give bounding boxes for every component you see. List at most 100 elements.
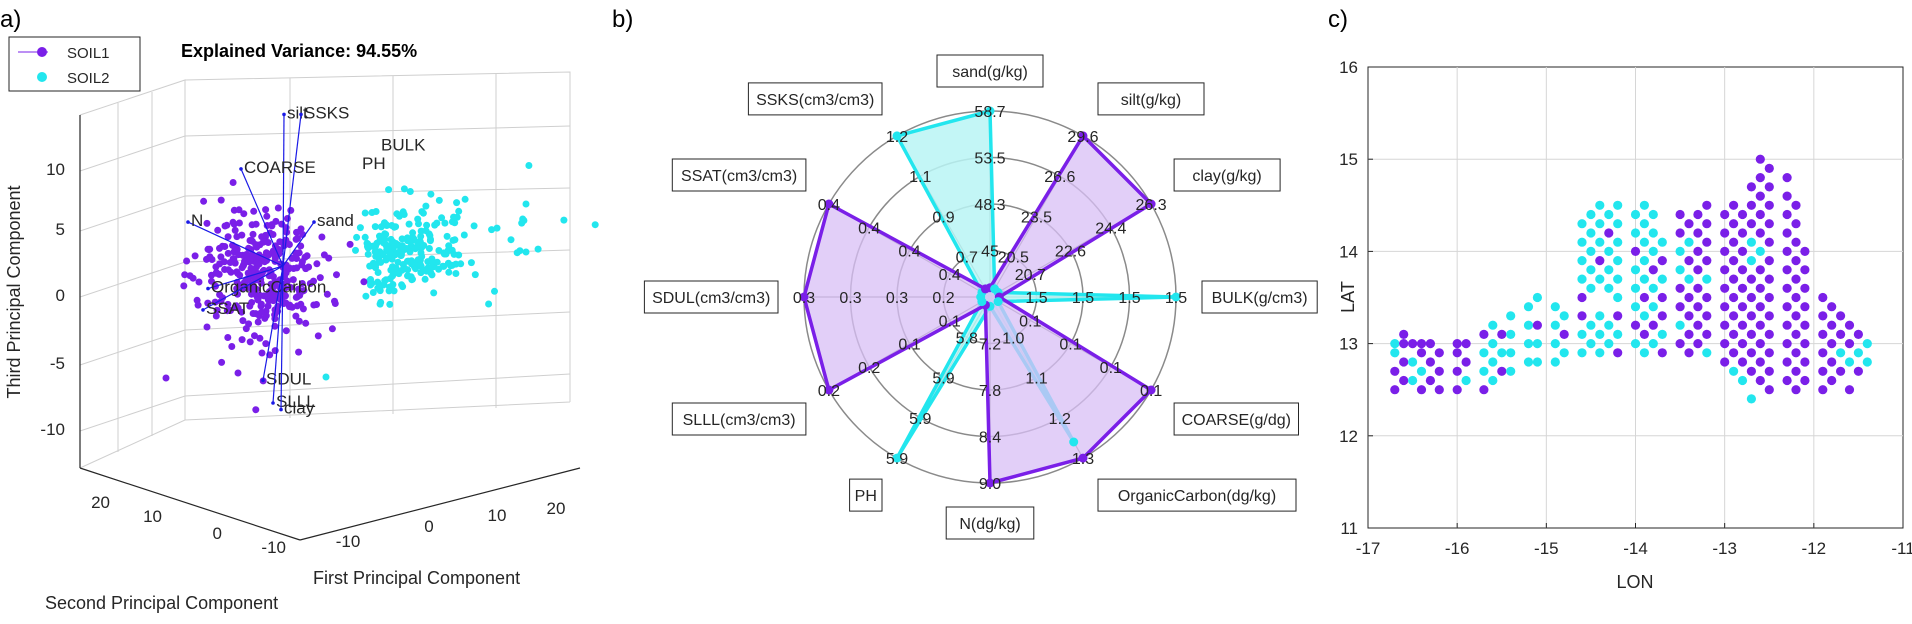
soil2-point	[430, 289, 438, 297]
soil2-point	[1488, 339, 1498, 349]
loading-label: silt	[287, 103, 308, 122]
soil1-point	[1399, 339, 1409, 349]
soil1-point	[263, 212, 271, 220]
soil2-point	[522, 200, 530, 208]
soil1-point	[1693, 320, 1703, 330]
soil2-point	[1639, 311, 1649, 321]
radar-tick-label: 48.3	[974, 197, 1005, 214]
loading-label: OrganicCarbon	[211, 278, 326, 297]
soil2-point	[425, 245, 433, 252]
soil1-point	[287, 284, 295, 291]
soil2-point	[1604, 339, 1614, 349]
soil1-point	[254, 318, 262, 326]
soil2-point	[1613, 292, 1623, 303]
radar-tick-label: 9.0	[979, 476, 1001, 493]
soil2-point	[1586, 283, 1596, 293]
radar-tick-label: 1.2	[1049, 411, 1071, 428]
soil1-point	[216, 244, 223, 252]
soil2-point	[1648, 302, 1658, 312]
soil1-point	[268, 222, 276, 230]
y-tick: 10	[143, 507, 162, 526]
soil2-point	[1844, 357, 1855, 367]
loading-vector	[282, 114, 285, 267]
pca-biplot-panel: 10 5 0 -5 -10 20 10 0 -10 -10 0 10 20 Fi…	[4, 36, 599, 613]
radar-tick-label: 23.5	[1021, 210, 1052, 227]
radar-tick-label: 29.6	[1067, 129, 1098, 146]
soil1-point	[1720, 302, 1730, 312]
soil1-point	[1461, 357, 1471, 367]
pca-points	[162, 162, 599, 414]
soil2-point	[364, 250, 372, 258]
soil1-point	[1737, 265, 1748, 275]
soil1-point	[208, 277, 215, 285]
soil2-point	[1657, 237, 1667, 247]
soil2-point	[1648, 228, 1658, 238]
soil2-point	[385, 186, 393, 194]
loading-tip	[312, 220, 316, 224]
soil2-point	[1479, 366, 1489, 376]
soil1-point	[1764, 348, 1774, 358]
soil1-point	[238, 336, 246, 344]
soil2-point	[1613, 237, 1623, 247]
radar-tick-label: 45	[981, 244, 999, 261]
soil2-point	[1613, 274, 1623, 284]
radar-tick-label: 26.3	[1136, 197, 1167, 214]
soil1-point	[1782, 357, 1792, 367]
soil2-point	[405, 220, 413, 228]
soil2-point	[1648, 283, 1658, 293]
soil2-point	[441, 219, 449, 227]
soil2-point	[1746, 394, 1756, 404]
soil2-point	[1613, 256, 1623, 266]
y-tick: -10	[261, 538, 286, 557]
loading-vector	[202, 265, 284, 311]
soil2-point	[400, 185, 408, 193]
soil1-point	[274, 204, 282, 212]
soil2-point	[381, 219, 388, 227]
soil1-point	[1461, 339, 1471, 349]
radar-axis-label: N(dg/kg)	[959, 516, 1020, 533]
soil1-point	[234, 369, 242, 377]
radar-tick-label: 0.4	[898, 244, 920, 261]
soil1-point	[293, 302, 301, 310]
soil2-point	[1488, 357, 1498, 367]
soil1-point	[1818, 385, 1828, 395]
soil1-point	[1764, 329, 1774, 339]
soil1-point	[313, 301, 320, 308]
soil2-point	[398, 281, 406, 289]
soil1-point	[1764, 292, 1774, 303]
soil2-point	[428, 263, 436, 271]
soil1-point	[1791, 366, 1801, 376]
soil1-vertex	[824, 199, 834, 209]
soil2-point	[1595, 311, 1605, 321]
soil1-point	[253, 285, 260, 293]
soil1-point	[203, 219, 211, 227]
soil2-point	[1523, 302, 1534, 312]
pca-3d-box	[79, 71, 571, 469]
soil2-point	[438, 214, 446, 222]
soil1-point	[1764, 385, 1774, 395]
soil2-point	[408, 257, 416, 265]
soil1-point	[1452, 366, 1462, 376]
radar-tick-label: 5.9	[886, 451, 908, 468]
soil2-point	[1648, 246, 1658, 256]
soil2-point	[1559, 311, 1569, 321]
soil1-point	[1675, 228, 1685, 238]
soil1-point	[1720, 228, 1730, 238]
soil1-point	[249, 230, 257, 238]
soil1-point	[1782, 339, 1792, 349]
soil1-point	[1844, 339, 1855, 349]
soil1-point	[1559, 329, 1569, 339]
soil1-point	[1657, 256, 1667, 266]
soil2-point	[1639, 274, 1649, 284]
radar-axis-label: clay(g/kg)	[1192, 168, 1261, 185]
soil1-point	[206, 253, 214, 261]
soil2-point	[400, 264, 408, 272]
soil1-point	[1648, 320, 1658, 330]
soil1-point	[186, 272, 194, 280]
map-ticks: -17 -16 -15 -14 -13 -12 -11 11 12 13 14 15 16	[1339, 58, 1912, 558]
radar-tick-label: 20.7	[1015, 267, 1046, 284]
soil1-point	[1782, 320, 1792, 330]
soil1-point	[1818, 348, 1828, 358]
soil1-point	[316, 274, 324, 282]
